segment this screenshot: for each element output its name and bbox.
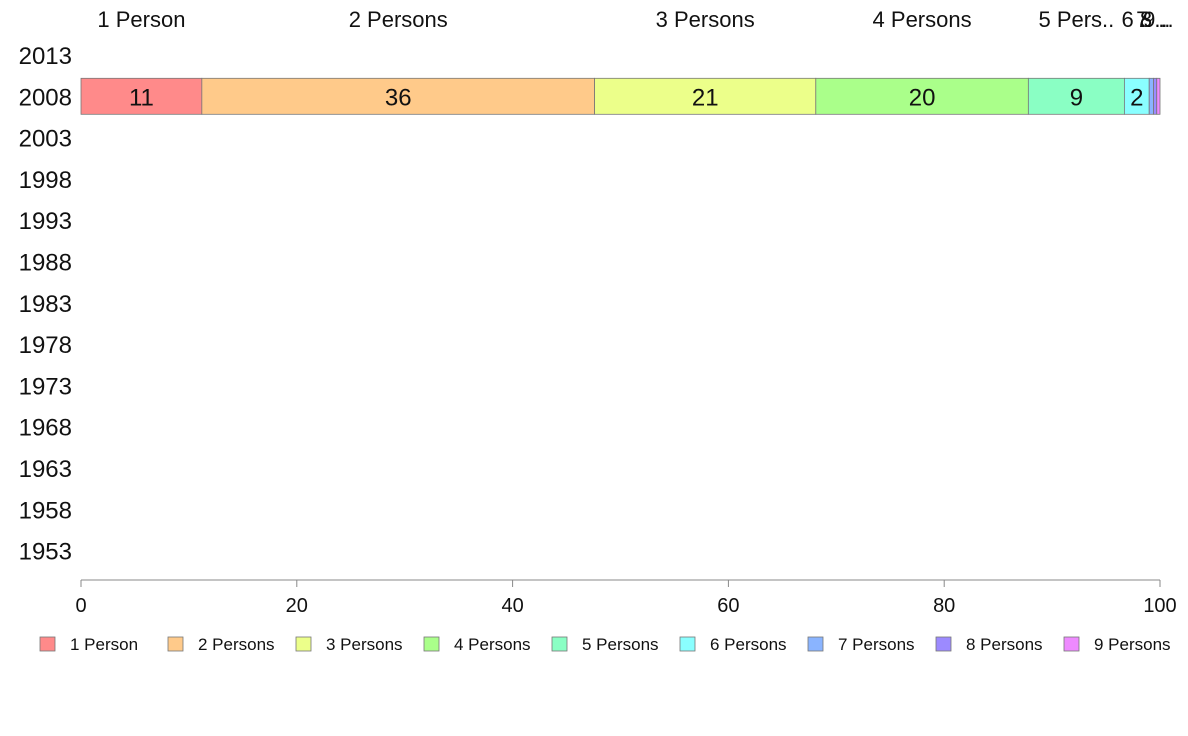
bars: 11 36 21 20 9 2 [80, 77, 1161, 115]
x-tick-label: 20 [286, 595, 308, 617]
y-tick-label: 1953 [19, 539, 72, 566]
legend-swatch [295, 636, 312, 652]
column-header-label: 6 .. [1122, 7, 1153, 32]
x-axis: 0 20 40 60 80 100 [75, 579, 1177, 617]
bar-segment [1027, 77, 1125, 115]
data-label: 36 [385, 84, 412, 111]
legend-swatch [39, 636, 56, 652]
legend-label: 7 Persons [838, 635, 915, 654]
legend-swatch [679, 636, 696, 652]
y-tick-label: 1993 [19, 208, 72, 235]
y-tick-label: 1963 [19, 456, 72, 483]
legend-swatch [807, 636, 824, 652]
legend-label: 8 Persons [966, 635, 1043, 654]
y-tick-label: 1968 [19, 415, 72, 442]
y-tick-label: 1958 [19, 497, 72, 524]
bar-segment [1156, 77, 1161, 115]
y-tick-label: 1983 [19, 291, 72, 318]
y-tick-label: 1988 [19, 250, 72, 277]
legend-label: 6 Persons [710, 635, 787, 654]
bar-segment [1153, 77, 1158, 115]
bar-segment [594, 77, 817, 115]
x-tick-label: 40 [501, 595, 523, 617]
legend-label: 2 Persons [198, 635, 275, 654]
column-header-label: 7 .. [1136, 7, 1167, 32]
x-tick-label: 100 [1143, 595, 1176, 617]
bar-segment [1148, 77, 1154, 115]
y-tick-label: 1978 [19, 332, 72, 359]
bar-segment [1123, 77, 1150, 115]
y-tick-label: 2008 [19, 84, 72, 111]
y-tick-label: 2013 [19, 43, 72, 70]
data-label: 11 [129, 84, 154, 111]
y-tick-label: 1973 [19, 373, 72, 400]
legend-label: 5 Persons [582, 635, 659, 654]
column-header-label: 9 .. [1143, 7, 1174, 32]
legend-swatch [167, 636, 184, 652]
column-header-label: 4 Persons [873, 7, 972, 32]
data-label: 21 [692, 84, 719, 111]
data-label: 9 [1070, 84, 1083, 111]
column-header-label: 2 Persons [349, 7, 448, 32]
y-axis: 2013 2008 2003 1998 1993 1988 1983 1978 1973 1968… [19, 43, 72, 566]
y-tick-label: 1998 [19, 167, 72, 194]
bar-segment [815, 77, 1029, 115]
column-header-label: 8 .. [1140, 7, 1171, 32]
legend-swatch [1063, 636, 1080, 652]
x-tick-label: 80 [933, 595, 955, 617]
bar-segment [201, 77, 596, 115]
data-label: 20 [909, 84, 936, 111]
legend-label: 4 Persons [454, 635, 531, 654]
column-header-label: 3 Persons [656, 7, 755, 32]
top-labels: 1 Person 2 Persons 3 Persons 4 Persons 5 Per… [97, 7, 1173, 32]
legend-swatch [423, 636, 440, 652]
legend-label: 3 Persons [326, 635, 403, 654]
legend-label: 1 Person [70, 635, 138, 654]
y-tick-label: 2003 [19, 126, 72, 153]
legend-swatch [935, 636, 952, 652]
column-header-label: 5 Pers.. [1038, 7, 1114, 32]
legend-swatch [551, 636, 568, 652]
x-tick-label: 0 [75, 595, 86, 617]
column-header-label: 1 Person [97, 7, 185, 32]
x-tick-label: 60 [717, 595, 739, 617]
legend-label: 9 Persons [1094, 635, 1171, 654]
legend: 1 Person 2 Persons 3 Persons 4 Persons 5 Per… [39, 635, 1171, 654]
data-label: 2 [1130, 84, 1143, 111]
